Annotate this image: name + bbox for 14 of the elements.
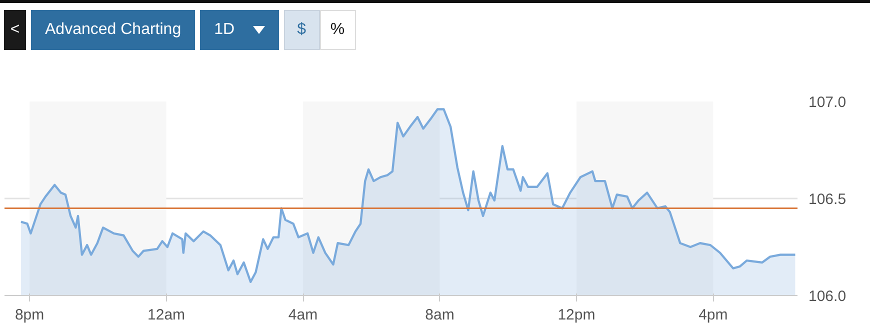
x-tick-label: 12pm xyxy=(558,306,596,324)
text: < xyxy=(4,10,26,50)
y-tick-label: 106.5 xyxy=(808,191,846,208)
x-tick-label: 4pm xyxy=(698,306,728,324)
text: $ xyxy=(284,10,320,50)
x-tick-label: 8am xyxy=(425,306,454,324)
y-tick-label: 107.0 xyxy=(808,94,846,111)
text: % xyxy=(320,10,356,50)
x-tick-label: 8pm xyxy=(14,306,44,324)
text: Advanced Charting xyxy=(31,10,196,50)
x-tick-label: 4am xyxy=(288,306,318,324)
x-tick-label: 12am xyxy=(148,306,186,324)
y-tick-label: 106.0 xyxy=(808,288,846,305)
text: 1D xyxy=(200,10,279,50)
